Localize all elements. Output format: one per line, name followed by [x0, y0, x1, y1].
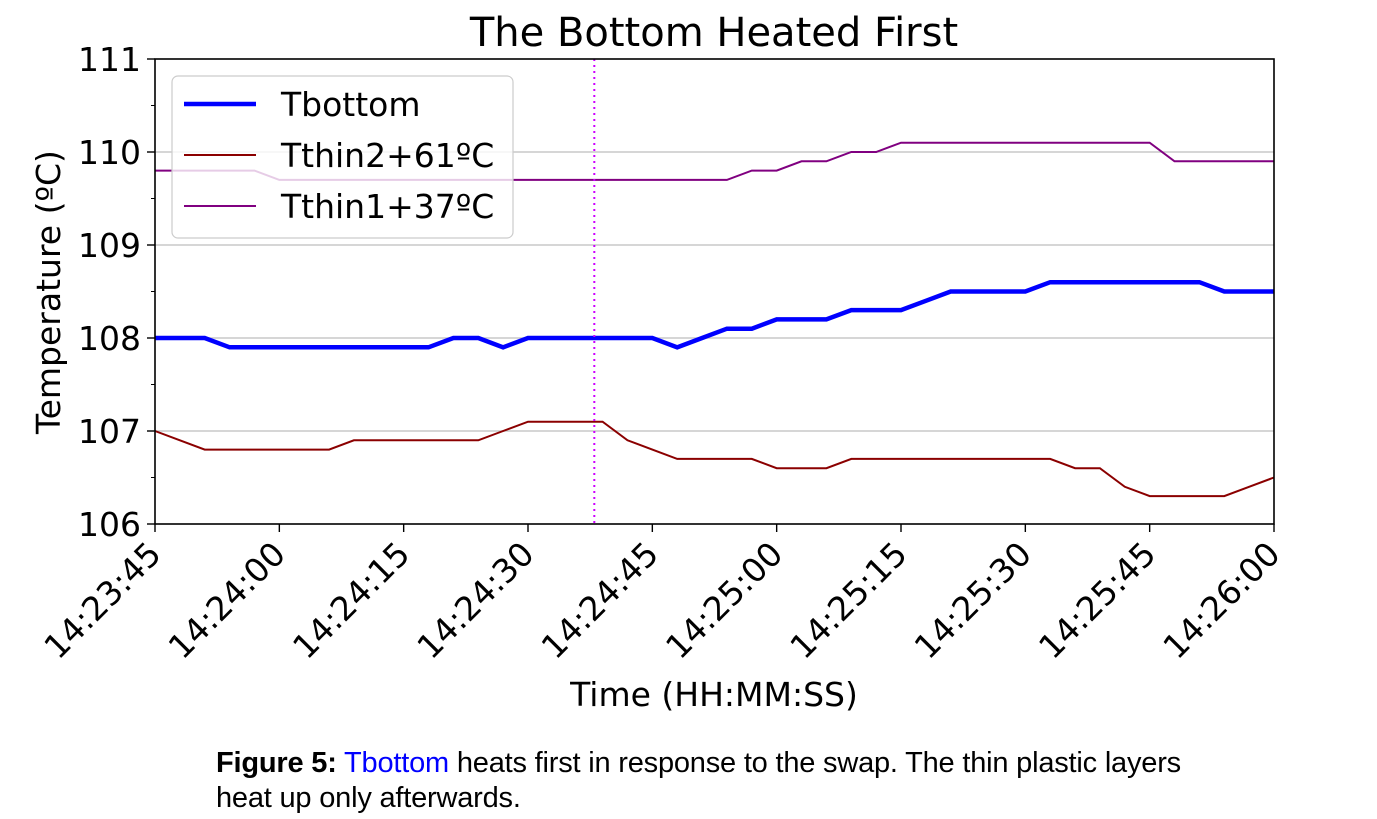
legend-label: Tthin2+61ºC: [280, 136, 494, 175]
caption-highlight: Tbottom: [344, 747, 449, 779]
y-tick-label: 109: [78, 226, 141, 265]
x-tick-label: 14:24:15: [285, 534, 417, 666]
x-axis-label: Time (HH:MM:SS): [569, 675, 858, 714]
series-line-1: [155, 279, 1274, 350]
caption-label: Figure 5:: [216, 747, 337, 779]
x-tick-label: 14:26:00: [1155, 534, 1287, 666]
x-axis: 14:23:4514:24:0014:24:1514:24:3014:24:45…: [36, 524, 1288, 666]
caption-text: heats first in response to the swap. The…: [216, 747, 1181, 814]
y-tick-label: 108: [78, 319, 141, 358]
x-tick-label: 14:24:00: [161, 534, 293, 666]
x-tick-label: 14:25:00: [658, 534, 790, 666]
chart-title: The Bottom Heated First: [469, 10, 958, 56]
x-tick-label: 14:23:45: [36, 534, 168, 666]
x-tick-label: 14:24:30: [409, 534, 541, 666]
y-axis-label: Temperature (ºC): [29, 150, 68, 435]
line-chart: The Bottom Heated First 1061071081091101…: [29, 10, 1288, 714]
figure-caption: Figure 5: Tbottom heats first in respons…: [216, 746, 1216, 816]
x-tick-label: 14:25:15: [782, 534, 914, 666]
legend-label: Tthin1+37ºC: [280, 187, 494, 226]
y-tick-label: 107: [78, 412, 141, 451]
legend-box: [171, 75, 514, 239]
x-tick-label: 14:25:45: [1031, 534, 1163, 666]
x-tick-label: 14:24:45: [534, 534, 666, 666]
y-tick-label: 106: [78, 505, 141, 544]
y-tick-label: 111: [78, 40, 141, 79]
x-tick-label: 14:25:30: [907, 534, 1039, 666]
legend-label: Tbottom: [280, 85, 421, 124]
series-line-2: [154, 420, 1275, 498]
legend: Tbottom Tthin2+61ºC Tthin1+37ºC: [171, 75, 514, 239]
y-axis: 106 107 108 109 110 111: [78, 40, 155, 544]
y-tick-label: 110: [78, 133, 141, 172]
